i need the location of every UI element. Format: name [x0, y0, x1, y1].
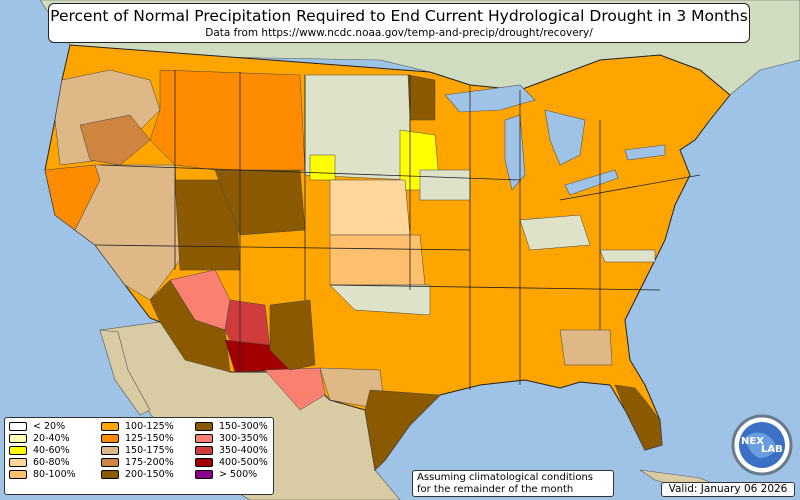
legend-label: 40-60%	[33, 445, 70, 456]
legend-item: > 500%	[195, 469, 268, 481]
legend-item: < 20%	[9, 421, 76, 433]
legend-item: 350-400%	[195, 445, 268, 457]
legend-swatch	[9, 470, 27, 479]
legend-swatch	[195, 458, 213, 467]
logo-text-left: NEX	[741, 436, 764, 447]
legend-item: 40-60%	[9, 445, 76, 457]
lake-erie	[564, 169, 619, 196]
region-virginia	[599, 249, 656, 263]
region-central-plains	[329, 179, 411, 236]
legend-label: 175-200%	[125, 457, 174, 468]
lake-ontario	[624, 144, 666, 161]
legend-label: 80-100%	[33, 469, 76, 480]
legend-item: 150-175%	[101, 445, 174, 457]
legend-item: 80-100%	[9, 469, 76, 481]
region-northern-rockies	[149, 69, 306, 171]
region-kansas	[329, 234, 426, 286]
legend-label: 150-300%	[219, 421, 268, 432]
legend-item: 300-350%	[195, 433, 268, 445]
legend-label: 60-80%	[33, 457, 70, 468]
legend: < 20% 20-40% 40-60% 60-80% 80-100% 100-1…	[4, 417, 274, 495]
legend-item: 400-500%	[195, 457, 268, 469]
title-box: Percent of Normal Precipitation Required…	[48, 3, 750, 43]
legend-label: > 500%	[219, 469, 258, 480]
logo-text-right: LAB	[761, 444, 783, 455]
legend-swatch	[9, 422, 27, 431]
region-oregon	[79, 114, 151, 166]
map-subtitle: Data from https://www.ncdc.noaa.gov/temp…	[205, 27, 593, 39]
legend-swatch	[9, 434, 27, 443]
legend-label: 20-40%	[33, 433, 70, 444]
legend-item: 60-80%	[9, 457, 76, 469]
legend-item: 20-40%	[9, 433, 76, 445]
legend-label: 125-150%	[125, 433, 174, 444]
legend-label: 200-150%	[125, 469, 174, 480]
legend-swatch	[195, 434, 213, 443]
map-title: Percent of Normal Precipitation Required…	[50, 7, 748, 25]
region-west-texas	[264, 367, 326, 411]
legend-swatch	[101, 446, 119, 455]
legend-swatch	[101, 470, 119, 479]
region-south-dakota	[309, 154, 336, 181]
legend-swatch	[195, 446, 213, 455]
region-texas-coast	[364, 389, 441, 471]
legend-swatch	[101, 434, 119, 443]
legend-swatch	[9, 446, 27, 455]
region-iowa	[419, 169, 471, 201]
legend-swatch	[101, 458, 119, 467]
legend-label: < 20%	[33, 421, 66, 432]
note-line-1: Assuming climatological conditions	[417, 472, 593, 483]
legend-item: 150-300%	[195, 421, 268, 433]
region-southeast	[559, 329, 613, 366]
legend-swatch	[195, 470, 213, 479]
legend-item: 125-150%	[101, 433, 174, 445]
legend-label: 150-175%	[125, 445, 174, 456]
legend-label: 100-125%	[125, 421, 174, 432]
region-oklahoma	[329, 284, 431, 316]
legend-swatch	[9, 458, 27, 467]
state-borders	[94, 70, 701, 390]
region-new-mexico-east	[269, 299, 316, 371]
legend-swatch	[101, 422, 119, 431]
legend-item: 200-150%	[101, 469, 174, 481]
legend-label: 300-350%	[219, 433, 268, 444]
region-ohio-valley	[519, 214, 591, 251]
legend-swatch	[195, 422, 213, 431]
legend-item: 100-125%	[101, 421, 174, 433]
baja-peninsula	[99, 329, 151, 416]
legend-item: 175-200%	[101, 457, 174, 469]
valid-date-badge: Valid: January 06 2026	[661, 482, 795, 497]
legend-label: 400-500%	[219, 457, 268, 468]
lake-huron	[544, 109, 586, 166]
lake-superior	[444, 84, 536, 113]
nexlab-globe-icon: NEX LAB	[731, 414, 793, 476]
region-arizona-south	[149, 279, 231, 373]
region-florida	[614, 384, 663, 451]
note-line-2: for the remainder of the month	[417, 484, 574, 495]
region-minnesota	[407, 74, 436, 121]
assumption-note: Assuming climatological conditions for t…	[412, 470, 614, 497]
legend-label: 350-400%	[219, 445, 268, 456]
